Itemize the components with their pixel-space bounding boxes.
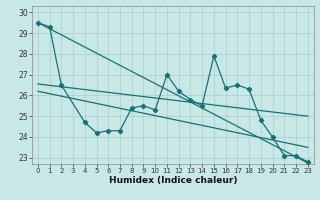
X-axis label: Humidex (Indice chaleur): Humidex (Indice chaleur) — [108, 176, 237, 185]
